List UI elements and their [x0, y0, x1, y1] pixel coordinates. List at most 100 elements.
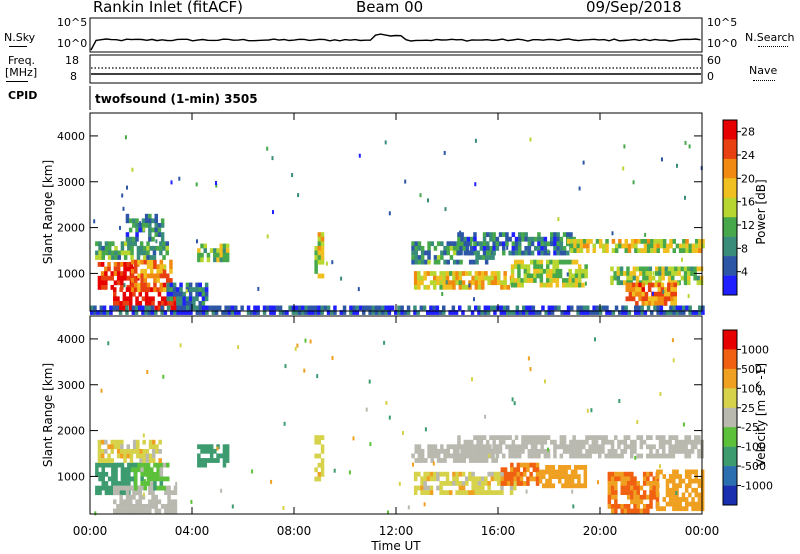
- data-point: [385, 400, 388, 405]
- data-cell: [639, 494, 644, 500]
- data-cell: [678, 501, 682, 507]
- data-cell: [476, 250, 480, 256]
- data-cell: [598, 243, 603, 249]
- data-cell: [471, 471, 475, 477]
- data-cell: [526, 462, 530, 468]
- data-cell: [526, 273, 531, 279]
- data-cell: [426, 310, 430, 315]
- data-cell: [685, 239, 689, 244]
- data-cell: [637, 239, 641, 244]
- data-cell: [639, 485, 644, 491]
- data-cell: [100, 280, 105, 286]
- colorbar-tick-label: -25: [741, 421, 759, 434]
- data-cell: [446, 245, 450, 251]
- data-cell: [517, 278, 521, 283]
- data-point: [121, 193, 124, 198]
- data-cell: [146, 245, 150, 251]
- data-cell: [291, 310, 296, 315]
- data-cell: [209, 453, 214, 459]
- data-cell: [429, 485, 434, 491]
- data-cell: [493, 271, 498, 276]
- data-cell: [678, 497, 682, 502]
- data-cell: [681, 506, 686, 512]
- data-point: [427, 198, 429, 203]
- data-cell: [406, 305, 411, 311]
- colorbar-frame: [722, 329, 738, 506]
- data-cell: [682, 243, 686, 249]
- data-point: [357, 287, 360, 292]
- data-cell: [543, 453, 548, 459]
- colorbar-segment: [723, 217, 737, 237]
- data-cell: [642, 471, 647, 477]
- data-cell: [460, 453, 464, 459]
- data-point: [164, 265, 167, 270]
- data-cell: [694, 243, 699, 249]
- data-cell: [426, 485, 431, 491]
- data-cell: [144, 504, 149, 509]
- data-cell: [185, 301, 190, 306]
- data-cell: [446, 444, 450, 450]
- data-cell: [633, 504, 637, 509]
- data-cell: [511, 232, 516, 237]
- data-cell: [154, 499, 158, 505]
- data-cell: [651, 296, 655, 302]
- data-cell: [130, 259, 135, 265]
- data-cell: [384, 310, 388, 315]
- data-cell: [197, 458, 201, 463]
- data-cell: [116, 439, 121, 445]
- data-cell: [570, 248, 574, 253]
- data-cell: [614, 499, 618, 505]
- data-cell: [113, 508, 117, 514]
- data-cell: [99, 305, 104, 311]
- nave-legend-line: [753, 80, 775, 81]
- data-cell: [688, 243, 692, 249]
- data-cell: [160, 296, 165, 302]
- data-cell: [427, 448, 431, 454]
- data-cell: [113, 490, 117, 495]
- data-cell: [662, 243, 667, 249]
- data-cell: [111, 476, 115, 482]
- data-cell: [646, 444, 650, 450]
- data-cell: [139, 449, 143, 454]
- data-cell: [119, 485, 123, 491]
- data-cell: [625, 287, 629, 292]
- data-cell: [140, 476, 144, 482]
- data-cell: [123, 266, 127, 272]
- data-cell: [685, 248, 689, 253]
- data-cell: [120, 449, 124, 454]
- data-cell: [101, 245, 105, 251]
- data-cell: [517, 273, 521, 279]
- data-cell: [120, 481, 125, 486]
- data-cell: [471, 280, 475, 286]
- data-cell: [169, 296, 174, 302]
- data-cell: [644, 296, 649, 302]
- data-cell: [601, 449, 605, 454]
- data-cell: [320, 458, 325, 463]
- data-cell: [222, 448, 227, 454]
- data-cell: [697, 435, 701, 440]
- data-cell: [657, 301, 661, 306]
- data-cell: [439, 280, 443, 286]
- data-cell: [633, 508, 637, 514]
- data-cell: [160, 305, 164, 311]
- data-cell: [476, 435, 480, 440]
- data-cell: [433, 245, 438, 251]
- data-cell: [530, 444, 535, 450]
- data-point: [578, 186, 581, 191]
- data-cell: [459, 241, 463, 247]
- data-cell: [626, 266, 630, 272]
- data-cell: [153, 273, 157, 279]
- data-cell: [546, 241, 551, 247]
- data-cell: [614, 248, 619, 253]
- data-cell: [675, 305, 680, 311]
- data-cell: [195, 296, 199, 302]
- data-cell: [556, 236, 560, 242]
- data-cell: [135, 218, 139, 224]
- data-cell: [125, 213, 130, 219]
- data-cell: [98, 471, 102, 477]
- data-cell: [439, 485, 443, 491]
- data-cell: [225, 252, 230, 258]
- data-cell: [508, 444, 512, 450]
- data-cell: [655, 453, 660, 459]
- data-cell: [662, 248, 667, 253]
